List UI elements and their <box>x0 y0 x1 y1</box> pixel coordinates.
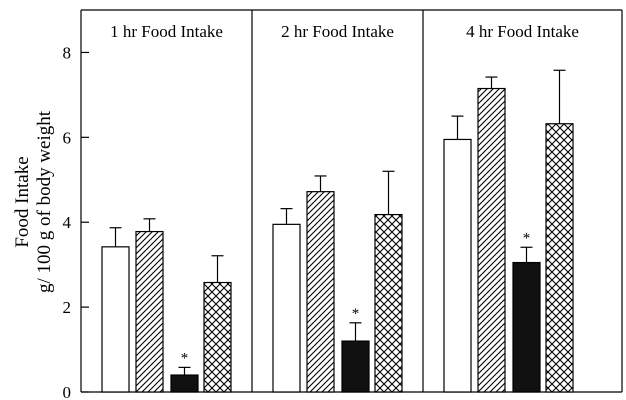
significance-marker: * <box>181 350 189 366</box>
panel-1: 1 hr Food Intake * <box>101 22 232 393</box>
panel-title: 4 hr Food Intake <box>466 22 579 41</box>
bar-diagonal <box>306 191 335 393</box>
bar-open <box>443 138 472 393</box>
panel-title: 1 hr Food Intake <box>110 22 223 41</box>
panel-3: 4 hr Food Intake * <box>422 10 579 393</box>
bar-open <box>101 246 130 393</box>
y-axis-label: Food Intake g/ 100 g of body weight <box>12 110 55 293</box>
y-axis-label-line1: Food Intake <box>12 156 33 247</box>
y-axis-label-line2: g/ 100 g of body weight <box>34 110 55 293</box>
bar-solid <box>341 340 370 393</box>
panels: 1 hr Food Intake*2 hr Food Intake*4 hr F… <box>101 10 579 393</box>
panel-title: 2 hr Food Intake <box>281 22 394 41</box>
y-axis-ticks: 0 2 4 6 8 <box>63 43 89 400</box>
bar-crosshatch <box>203 281 232 393</box>
y-tick-label: 6 <box>63 128 72 147</box>
bar-crosshatch <box>545 123 574 393</box>
y-tick-label: 2 <box>63 298 72 317</box>
significance-marker: * <box>352 306 360 322</box>
significance-marker: * <box>523 230 531 246</box>
panel-2: 2 hr Food Intake * <box>251 10 403 393</box>
bar-open <box>272 223 301 393</box>
bar-diagonal <box>477 87 506 393</box>
bar-diagonal <box>135 230 164 393</box>
bar-solid <box>170 374 199 393</box>
bar-crosshatch <box>374 213 403 393</box>
bar-solid <box>512 261 541 393</box>
y-tick-label: 0 <box>63 383 72 400</box>
y-tick-label: 8 <box>63 43 72 62</box>
y-tick-label: 4 <box>63 213 72 232</box>
